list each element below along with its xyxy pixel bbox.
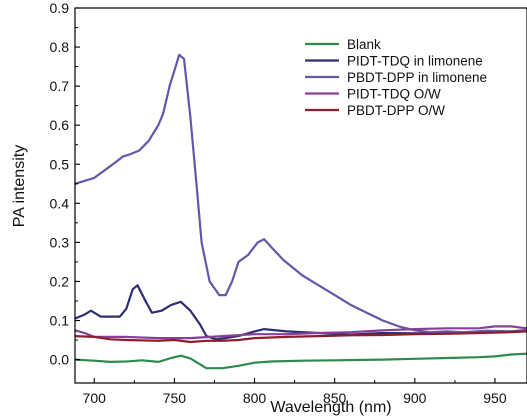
y-axis-label: PA intensity xyxy=(11,145,28,227)
x-axis-label: Wavelength (nm) xyxy=(270,399,391,416)
series-line-4 xyxy=(75,325,527,340)
y-tick-label: 0.0 xyxy=(50,352,70,368)
y-tick-label: 0.1 xyxy=(50,313,70,329)
y-tick-label: 0.7 xyxy=(50,78,70,94)
y-tick-label: 0.2 xyxy=(50,273,70,289)
y-tick-label: 0.6 xyxy=(50,117,70,133)
series-line-3 xyxy=(75,53,527,334)
legend-label: PIDT-TDQ O/W xyxy=(347,87,441,102)
y-tick-label: 0.9 xyxy=(50,0,70,16)
y-tick-label: 0.8 xyxy=(50,39,70,55)
y-tick-label: 0.3 xyxy=(50,234,70,250)
plot-frame xyxy=(74,7,527,384)
x-tick-label: 950 xyxy=(483,390,507,406)
x-tick-label: 700 xyxy=(83,390,107,406)
x-tick-label: 850 xyxy=(323,390,347,406)
axis-layer: 700 750 800 850 900 950 0.0 0.1 0.2 0.3 0.4 0.5 0.6 0… xyxy=(50,0,527,406)
y-tick-label: 0.4 xyxy=(50,195,70,211)
legend-label: PBDT-DPP in limonene xyxy=(347,70,487,85)
x-tick-label: 800 xyxy=(243,390,267,406)
legend-label: PBDT-DPP O/W xyxy=(347,103,445,118)
series-line-5 xyxy=(75,330,527,344)
x-tick-label: 750 xyxy=(163,390,187,406)
legend-label: PIDT-TDQ in limonene xyxy=(347,54,483,69)
series-line-1 xyxy=(75,352,527,370)
plot-layer xyxy=(75,53,527,370)
y-tick-label: 0.5 xyxy=(50,156,70,172)
x-tick-label: 900 xyxy=(403,390,427,406)
series-line-2 xyxy=(75,284,527,341)
legend-label: Blank xyxy=(347,37,381,52)
